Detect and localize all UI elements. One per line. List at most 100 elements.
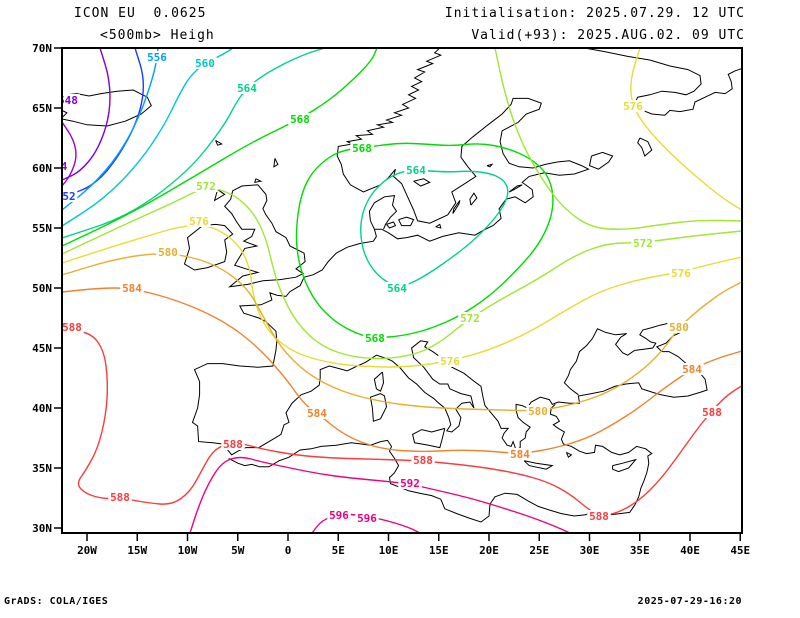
- contour-label-568: 568: [290, 113, 310, 126]
- contour-label-bg: [587, 510, 611, 522]
- contour-label-bg: [194, 180, 218, 192]
- contour-556: [62, 48, 159, 211]
- contour-label-bg: [398, 477, 422, 489]
- contour-label-bg: [404, 164, 428, 176]
- contour-label-560: 560: [195, 57, 215, 70]
- coastline-funen: [386, 221, 397, 229]
- lat-tick-label: 70N: [32, 42, 52, 55]
- map-frame: [61, 47, 743, 534]
- contour-label-544: 4: [61, 160, 68, 173]
- lat-tick-label: 35N: [32, 462, 52, 475]
- contour-label-564: 564: [406, 164, 426, 177]
- contour-label-bg: [363, 332, 387, 344]
- contour-label-576: 576: [189, 215, 209, 228]
- coastline-aland: [486, 163, 494, 168]
- coastline-lake-vanern: [413, 178, 431, 187]
- contour-552: [62, 48, 145, 199]
- lon-tick-label: 20W: [77, 544, 97, 557]
- contour-label-576: 576: [440, 355, 460, 368]
- contour-label-580: 580: [528, 405, 548, 418]
- contour-label-bg: [411, 454, 435, 466]
- contour-564: [62, 48, 326, 239]
- coastline-gotland: [469, 192, 478, 206]
- lat-tick-label: 65N: [32, 102, 52, 115]
- lat-tick-label: 55N: [32, 222, 52, 235]
- coastline-orkney: [254, 178, 263, 184]
- coastline-iceland: [62, 89, 152, 127]
- contour-label-592: 592: [400, 477, 420, 490]
- lon-tick-label: 40E: [680, 544, 700, 557]
- contour-label-bg: [621, 100, 645, 112]
- valid-time: Valid(+93): 2025.AUG.02. 09 UTC: [471, 28, 745, 43]
- lon-tick-label: 45E: [730, 544, 750, 557]
- contour-label-bg: [327, 509, 351, 521]
- contour-label-bg: [235, 82, 259, 94]
- contour-label-548: 548: [58, 94, 78, 107]
- contour-588: [62, 329, 742, 516]
- coastline-africa-levant: [228, 404, 653, 523]
- coastline-rhodes: [565, 451, 573, 459]
- coastlines-layer: [62, 48, 742, 523]
- contour-label-564: 564: [387, 282, 407, 295]
- axes-layer: 70N 65N 60N 55N 50N 45N 40N 35N 30N 20W 15W 10W 5W 0 5…: [32, 42, 750, 557]
- lat-tick-label: 60N: [32, 162, 52, 175]
- contour-572: [62, 187, 742, 360]
- contour-584: [62, 287, 742, 454]
- contour-572: [494, 48, 742, 230]
- coastline-ireland: [183, 223, 234, 271]
- contour-label-bg: [669, 267, 693, 279]
- contour-580: [62, 253, 742, 412]
- contour-label-bg: [305, 407, 329, 419]
- contour-label-588: 588: [589, 510, 609, 523]
- lon-tick-label: 30E: [580, 544, 600, 557]
- coastline-crete: [523, 460, 554, 470]
- init-time: Initialisation: 2025.07.29. 12 UTC: [444, 6, 745, 21]
- contour-label-bg: [108, 491, 132, 503]
- contour-label-bg: [120, 282, 144, 294]
- contour-label-588: 588: [110, 491, 130, 504]
- lon-tick-label: 0: [285, 544, 292, 557]
- coastline-cyprus: [612, 458, 638, 473]
- lon-tick-label: 20E: [479, 544, 499, 557]
- contour-label-bg: [62, 321, 84, 333]
- contour-label-580: 580: [158, 246, 178, 259]
- contour-576: [630, 48, 742, 211]
- coastline-oland: [452, 200, 461, 214]
- contour-label-576: 576: [623, 100, 643, 113]
- contour-label-bg: [680, 363, 704, 375]
- coastline-hebrides: [213, 189, 226, 202]
- contour-label-bg: [156, 246, 180, 258]
- contour-label-576: 576: [671, 267, 691, 280]
- lon-tick-label: 35E: [630, 544, 650, 557]
- contour-labels-layer: 548 4 52 556 560 564 564 564 568 568 568 572 572 572 5…: [58, 51, 724, 525]
- contour-label-bg: [385, 282, 409, 294]
- lon-tick-label: 10W: [178, 544, 198, 557]
- contour-label-bg: [458, 312, 482, 324]
- contour-564: [360, 169, 509, 287]
- lon-tick-label: 5E: [332, 544, 345, 557]
- lat-tick-label: 40N: [32, 402, 52, 415]
- contour-label-bg: [700, 406, 724, 418]
- coastline-lake-ladoga: [588, 151, 614, 170]
- lat-tick-label: 50N: [32, 282, 52, 295]
- lon-tick-label: 25E: [529, 544, 549, 557]
- coastline-continent: [191, 229, 708, 456]
- contour-label-bg: [221, 438, 245, 450]
- field-title: <500mb> Heigh: [100, 28, 215, 43]
- coastline-bornholm: [435, 223, 442, 229]
- coastline-zealand: [398, 216, 415, 227]
- contour-548: [62, 48, 111, 181]
- coastline-kola-white-sea: [582, 48, 742, 116]
- contour-label-bg: [193, 57, 217, 69]
- coastline-great-britain: [224, 184, 306, 288]
- contour-label-bg: [288, 113, 312, 125]
- contour-label-572: 572: [633, 237, 653, 250]
- coastline-scandinavia: [336, 48, 590, 242]
- contour-560: [62, 48, 234, 227]
- contour-label-bg: [438, 355, 462, 367]
- coastline-shetland: [273, 158, 279, 168]
- contour-label-bg: [667, 321, 691, 333]
- contour-568: [62, 48, 378, 247]
- coastline-corsica: [373, 371, 385, 392]
